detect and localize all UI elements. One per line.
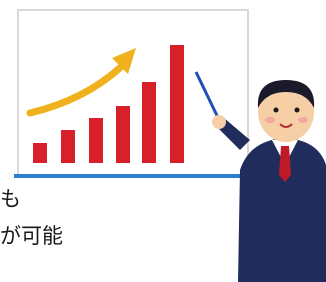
cheek	[265, 117, 275, 123]
whiteboard	[18, 10, 248, 175]
bar-shape	[116, 106, 130, 163]
tie	[279, 146, 291, 182]
caption-line: も	[0, 183, 21, 213]
bar-shape	[142, 82, 156, 163]
page: {"caption": {"lines": ["も", "が可能"]}} も が…	[0, 0, 326, 282]
hand	[212, 115, 226, 129]
bar-shape	[61, 130, 75, 163]
bar-shape	[33, 143, 47, 163]
caption-line: が可能	[0, 220, 63, 250]
cheek	[298, 117, 308, 123]
eye	[295, 108, 300, 113]
bar-shape	[170, 45, 184, 163]
eye	[274, 108, 279, 113]
bar-shape	[89, 118, 103, 163]
